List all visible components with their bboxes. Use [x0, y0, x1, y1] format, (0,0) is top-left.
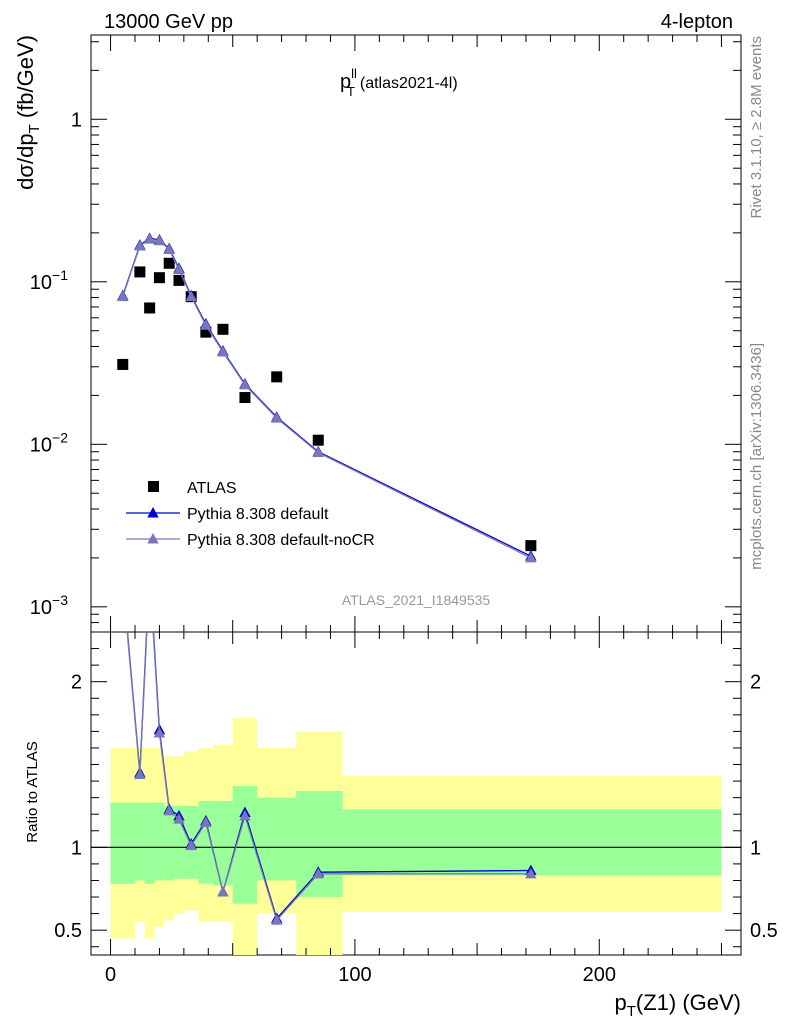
- legend-label: ATLAS: [187, 480, 237, 497]
- atlas-data-point: [271, 371, 283, 383]
- uncertainty-band-green: [110, 802, 135, 884]
- uncertainty-band-green: [174, 805, 184, 879]
- main-y-tick-labels: 1 10−1 10−2 10−3: [30, 109, 82, 619]
- uncertainty-band-green: [144, 802, 155, 884]
- header-left: 13000 GeV pp: [104, 11, 233, 33]
- ratio-y-axis-label: Ratio to ATLAS: [24, 741, 41, 842]
- plot-title-main: p: [340, 71, 351, 93]
- main-y-tick-label: 10−3: [30, 592, 68, 619]
- ratio-y-tick-label: 2: [71, 672, 82, 694]
- ratio-nocr-point: [200, 816, 212, 827]
- mcplots-label: mcplots.cern.ch [arXiv:1306.3436]: [748, 343, 765, 570]
- ratio-plot: 0.5 0.5 1 1 2 2 0 100 200 Ratio to ATLAS pT(Z1) …: [24, 631, 778, 1020]
- atlas-data-point: [239, 392, 251, 404]
- pythia-nocr-point: [312, 446, 324, 458]
- pythia-nocr-point: [143, 233, 156, 244]
- plot-title-sub: T: [347, 84, 355, 99]
- uncertainty-band-green: [134, 802, 145, 881]
- pythia-nocr-point: [271, 412, 283, 423]
- ratio-nocr-point: [163, 804, 175, 816]
- uncertainty-band-green: [164, 805, 175, 881]
- ratio-nocr-point: [239, 809, 251, 821]
- ratio-series: [126, 632, 537, 925]
- atlas-data-point: [144, 302, 156, 314]
- legend-label: Pythia 8.308 default-noCR: [187, 532, 375, 549]
- pythia-nocr-point: [117, 290, 129, 302]
- atlas-data-point: [217, 323, 229, 335]
- ratio-nocr-point: [525, 867, 537, 879]
- ratio-y-tick-label-right: 0.5: [750, 920, 778, 942]
- ratio-nocr-point: [185, 839, 197, 851]
- x-tick-label: 200: [583, 964, 616, 986]
- ratio-axis-ticks: 0.5 0.5 1 1 2 2 0 100 200: [54, 632, 778, 986]
- atlas-data-point: [153, 272, 165, 284]
- main-plot: 1 10−1 10−2 10−3 pll T (atlas2021-4l) dσ/dpT …: [13, 34, 742, 633]
- uncertainty-band-green: [257, 797, 297, 881]
- legend-triangle: [147, 533, 159, 544]
- uncertainty-band-green: [342, 809, 722, 876]
- main-axis-ticks: [91, 35, 741, 633]
- x-tick-label: 0: [105, 964, 116, 986]
- atlas-data-point: [312, 434, 324, 446]
- rivet-label: Rivet 3.1.10, ≥ 2.8M events: [748, 36, 765, 219]
- atlas-data-point: [134, 266, 146, 278]
- ratio-y-tick-label-right: 2: [750, 672, 761, 694]
- watermark: ATLAS_2021_I1849535: [342, 592, 491, 608]
- ratio-frame: [90, 631, 742, 956]
- legend-atlas-marker: [148, 481, 159, 492]
- uncertainty-band-green: [213, 800, 233, 886]
- ratio-nocr-point: [173, 813, 185, 824]
- uncertainty-band-green: [154, 802, 165, 881]
- atlas-data-point: [117, 358, 129, 370]
- atlas-data-point: [525, 540, 537, 552]
- legend-triangle: [147, 507, 159, 518]
- atlas-data-point: [163, 257, 175, 269]
- pythia-nocr-point: [217, 345, 229, 357]
- header-right: 4-lepton: [661, 11, 733, 33]
- pythia-nocr-point: [525, 551, 537, 563]
- pythia-nocr-point: [185, 290, 197, 302]
- ratio-nocr-point: [271, 914, 283, 925]
- ratio-nocr-point: [312, 867, 324, 879]
- pythia-nocr-point: [239, 378, 251, 390]
- ratio-y-tick-label: 1: [71, 837, 82, 859]
- atlas-data-point: [200, 326, 212, 338]
- ratio-nocr-point: [153, 727, 166, 738]
- pythia-nocr-point: [163, 243, 175, 255]
- pythia-nocr-point: [153, 234, 166, 246]
- ratio-y-tick-label-right: 1: [750, 837, 761, 859]
- atlas-data-point: [173, 274, 185, 286]
- legend-label: Pythia 8.308 default: [187, 506, 329, 523]
- main-y-tick-label: 1: [71, 109, 82, 131]
- pythia-nocr-point: [200, 319, 212, 330]
- main-series: [117, 232, 537, 563]
- x-tick-label: 100: [338, 964, 371, 986]
- plot-title-sup: ll: [351, 66, 357, 81]
- ratio-nocr-point: [134, 768, 146, 779]
- main-y-tick-label: 10−2: [30, 429, 68, 456]
- pythia-nocr-point: [134, 240, 146, 251]
- plot-title-suffix: (atlas2021-4l): [360, 75, 458, 92]
- ratio-y-tick-label: 0.5: [54, 920, 82, 942]
- legend: ATLAS Pythia 8.308 default Pythia 8.308 de…: [126, 480, 375, 549]
- pythia-nocr-point: [173, 263, 185, 275]
- x-axis-label: pT(Z1) (GeV): [614, 990, 741, 1020]
- main-y-axis-label: dσ/dpT (fb/GeV): [13, 35, 43, 190]
- main-y-tick-label: 10−1: [30, 267, 68, 294]
- ratio-nocr-point: [217, 886, 229, 897]
- plot-title: pll T (atlas2021-4l): [340, 66, 458, 99]
- uncertainty-band-green: [296, 791, 343, 898]
